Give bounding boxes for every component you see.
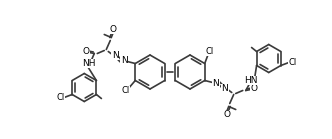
Text: N: N: [221, 84, 228, 93]
Text: O: O: [110, 25, 117, 34]
Text: O: O: [223, 110, 230, 119]
Text: N: N: [121, 56, 127, 65]
Text: Cl: Cl: [289, 58, 297, 67]
Text: NH: NH: [83, 59, 96, 68]
Text: Cl: Cl: [206, 47, 214, 56]
Text: N: N: [112, 51, 119, 60]
Text: O: O: [250, 84, 257, 93]
Text: Cl: Cl: [121, 86, 129, 95]
Text: Cl: Cl: [56, 93, 64, 102]
Text: O: O: [83, 47, 90, 56]
Text: N: N: [212, 79, 219, 88]
Text: HN: HN: [244, 76, 258, 85]
